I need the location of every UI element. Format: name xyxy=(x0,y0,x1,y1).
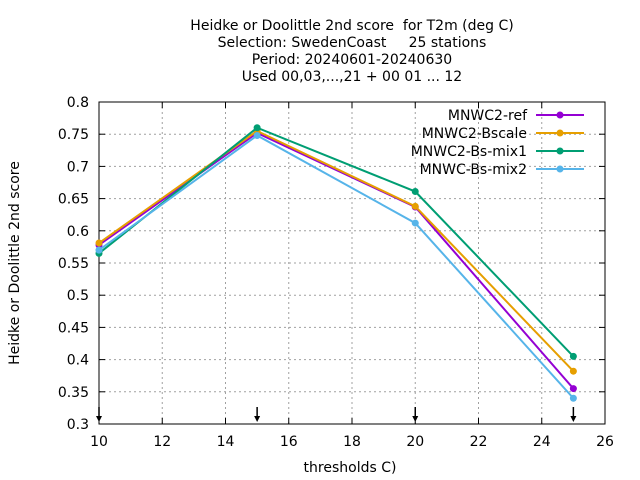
threshold-arrow-head xyxy=(96,416,102,422)
data-point xyxy=(411,202,419,210)
x-axis: 10 12 14 16 18 20 22 24 26 xyxy=(90,102,614,450)
x-tick-label: 20 xyxy=(406,434,424,450)
data-point xyxy=(411,219,419,227)
data-point xyxy=(95,239,103,247)
x-tick-label: 16 xyxy=(280,434,298,450)
data-point xyxy=(569,352,577,360)
x-tick-label: 24 xyxy=(533,434,551,450)
legend-marker xyxy=(556,111,564,119)
x-tick-label: 12 xyxy=(153,434,171,450)
data-point xyxy=(95,246,103,254)
y-tick-label: 0.6 xyxy=(67,224,89,240)
y-tick-label: 0.45 xyxy=(58,320,89,336)
legend-label: MNWC2-ref xyxy=(448,108,528,124)
legend-marker xyxy=(556,147,564,155)
series-lines xyxy=(95,124,577,402)
y-tick-label: 0.35 xyxy=(58,385,89,401)
legend-marker xyxy=(556,165,564,173)
series-line xyxy=(98,129,575,372)
data-point xyxy=(253,131,261,139)
title-line: Period: 20240601-20240630 xyxy=(252,52,452,68)
y-tick-label: 0.4 xyxy=(67,353,89,369)
data-point xyxy=(253,124,261,132)
x-tick-label: 10 xyxy=(90,434,108,450)
threshold-arrow-head xyxy=(254,416,261,422)
threshold-arrow-head xyxy=(570,416,577,422)
data-point xyxy=(569,367,577,375)
legend-label: MNWC2-Bscale xyxy=(422,126,527,142)
y-tick-label: 0.75 xyxy=(58,127,89,143)
title-line: Heidke or Doolittle 2nd score for T2m (d… xyxy=(190,18,513,34)
chart-title: Heidke or Doolittle 2nd score for T2m (d… xyxy=(190,18,513,85)
data-point xyxy=(569,385,577,393)
title-line: Used 00,03,...,21 + 00 01 ... 12 xyxy=(242,69,462,85)
x-tick-label: 26 xyxy=(596,434,614,450)
legend: MNWC2-ref MNWC2-Bscale MNWC2-Bs-mix1 MNWC-B… xyxy=(411,108,584,178)
y-tick-label: 0.5 xyxy=(67,288,89,304)
y-tick-label: 0.8 xyxy=(67,95,89,111)
legend-marker xyxy=(556,129,564,137)
x-tick-label: 18 xyxy=(343,434,361,450)
y-tick-label: 0.65 xyxy=(58,192,89,208)
data-point xyxy=(569,394,577,402)
x-tick-label: 22 xyxy=(470,434,488,450)
y-tick-label: 0.55 xyxy=(58,256,89,272)
data-point xyxy=(411,188,419,196)
y-axis-label: Heidke or Doolittle 2nd score xyxy=(7,161,23,365)
y-axis: 0.3 0.35 0.4 0.45 0.5 0.55 0.6 0.65 0.7 0.75 0.8 xyxy=(58,95,605,433)
series-line xyxy=(98,126,575,358)
x-tick-label: 14 xyxy=(217,434,235,450)
y-tick-label: 0.7 xyxy=(67,159,89,175)
y-tick-label: 0.3 xyxy=(67,417,89,433)
legend-label: MNWC-Bs-mix2 xyxy=(420,162,527,178)
x-axis-label: thresholds C) xyxy=(304,460,397,476)
threshold-markers xyxy=(96,407,577,422)
legend-label: MNWC2-Bs-mix1 xyxy=(411,144,527,160)
threshold-arrow-head xyxy=(412,416,419,422)
grid xyxy=(99,102,605,424)
series-line xyxy=(98,131,575,390)
title-line: Selection: SwedenCoast 25 stations xyxy=(218,35,487,51)
series-line xyxy=(98,134,575,399)
